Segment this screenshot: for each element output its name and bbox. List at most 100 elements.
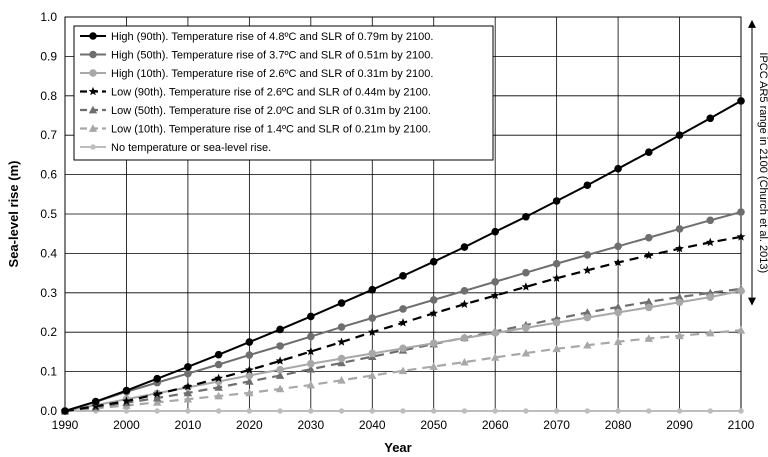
data-point	[90, 144, 96, 150]
data-point	[275, 384, 285, 393]
data-point	[307, 359, 315, 368]
data-point	[615, 408, 621, 414]
data-point	[523, 408, 529, 414]
data-point	[490, 353, 500, 361]
data-point	[552, 318, 561, 327]
y-axis-title: Sea-level rise (m)	[6, 161, 21, 268]
arrow-down-icon	[748, 297, 756, 306]
data-point	[337, 323, 346, 331]
data-point	[583, 181, 592, 190]
data-point	[738, 408, 744, 414]
data-point	[306, 365, 316, 373]
data-point	[429, 362, 438, 370]
data-point	[152, 389, 162, 398]
series-layer	[60, 97, 746, 415]
data-point	[276, 325, 284, 334]
data-point	[214, 391, 223, 400]
x-tick-label: 2060	[482, 418, 509, 432]
data-point	[460, 287, 469, 295]
y-tick-label: 0.6	[40, 168, 57, 182]
data-point	[614, 308, 622, 317]
data-point	[460, 299, 469, 308]
legend-item: Low (50th). Temperature rise of 2.0ºC an…	[80, 105, 431, 117]
data-point	[275, 371, 285, 379]
y-tick-label: 0.5	[40, 207, 57, 221]
data-point	[308, 408, 314, 414]
data-point	[91, 397, 100, 406]
data-point	[61, 407, 69, 415]
data-point	[491, 277, 499, 286]
legend-item: High (50th). Temperature rise of 3.7ºC a…	[80, 50, 433, 62]
series-line	[64, 287, 742, 413]
data-point	[245, 351, 254, 359]
data-point	[675, 131, 684, 139]
data-point	[737, 208, 745, 216]
data-point	[460, 357, 469, 366]
data-point	[277, 408, 283, 414]
data-point	[705, 237, 715, 247]
x-tick-label: 2100	[728, 418, 755, 432]
series-6	[60, 326, 746, 415]
data-point	[675, 292, 684, 301]
data-point	[369, 408, 375, 414]
data-point	[583, 313, 592, 322]
data-point	[706, 293, 715, 301]
y-tick-label: 0.2	[40, 325, 57, 339]
data-point	[613, 302, 623, 311]
legend-item: No temperature or sea-level rise.	[80, 142, 271, 154]
data-point	[552, 197, 561, 205]
data-point	[275, 356, 285, 365]
arrow-up-icon	[748, 19, 756, 28]
series-4	[60, 232, 746, 415]
legend-label: High (50th). Temperature rise of 3.7ºC a…	[111, 50, 433, 62]
y-tick-label: 0.0	[40, 404, 57, 418]
data-point	[521, 348, 531, 357]
legend-label: Low (90th). Temperature rise of 2.6ºC an…	[111, 87, 431, 99]
x-tick-label: 2050	[420, 418, 447, 432]
y-tick-label: 0.7	[40, 128, 57, 142]
y-tick-label: 1.0	[40, 10, 57, 24]
data-point	[645, 148, 653, 156]
series-7	[62, 408, 744, 414]
data-point	[368, 371, 377, 379]
data-point	[244, 365, 254, 374]
data-point	[89, 32, 97, 40]
data-point	[122, 386, 131, 395]
data-point	[245, 338, 254, 346]
data-point	[183, 388, 193, 397]
data-point	[429, 296, 438, 304]
data-point	[644, 334, 654, 342]
legend-label: Low (10th). Temperature rise of 1.4ºC an…	[111, 124, 431, 136]
y-axis-ticks: 0.0 0.1 0.2 0.3 0.4 0.5 0.6 0.7 0.8 0.9 1.0	[40, 10, 57, 418]
data-point	[490, 290, 500, 300]
data-point	[522, 268, 530, 277]
data-point	[429, 339, 438, 348]
data-point	[306, 346, 316, 356]
data-point	[429, 257, 438, 266]
data-point	[675, 298, 684, 307]
data-point	[276, 342, 284, 350]
legend-item: Low (10th). Temperature rise of 1.4ºC an…	[80, 124, 431, 136]
series-2	[61, 208, 745, 415]
data-point	[398, 318, 408, 327]
data-point	[492, 408, 498, 414]
legend-item: High (90th). Temperature rise of 4.8ºC a…	[80, 31, 433, 43]
data-point	[154, 408, 160, 414]
data-point	[737, 97, 745, 105]
data-point	[399, 272, 407, 280]
data-point	[583, 341, 592, 349]
y-tick-label: 0.1	[40, 365, 57, 379]
data-point	[367, 327, 377, 336]
data-point	[644, 297, 654, 306]
data-point	[491, 329, 499, 337]
data-point	[675, 225, 684, 233]
data-point	[645, 233, 653, 242]
data-point	[89, 69, 97, 77]
legend-box	[73, 25, 494, 161]
data-point	[153, 374, 161, 383]
data-point	[583, 251, 592, 259]
data-point	[368, 285, 377, 294]
data-point	[552, 344, 561, 353]
ipcc-range-label: IPCC AR5 range in 2100 (Church et al. 20…	[757, 52, 768, 273]
data-point	[675, 331, 684, 340]
